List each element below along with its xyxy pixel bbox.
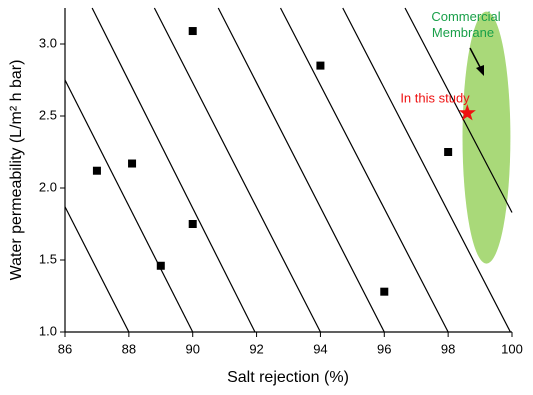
commercial-label: Commercial Membrane <box>431 9 500 40</box>
tradeoff-line <box>217 7 385 333</box>
x-tick-label: 88 <box>122 341 136 356</box>
y-axis-label: Water permeability (L/m² h bar) <box>8 60 25 281</box>
tradeoff-line <box>64 79 194 333</box>
tradeoff-line <box>64 206 130 333</box>
tradeoff-line <box>342 7 511 333</box>
point <box>444 148 453 156</box>
arrow <box>469 47 482 70</box>
y-tick-label: 3.0 <box>39 35 57 50</box>
point <box>188 27 197 36</box>
x-tick-label: 100 <box>501 341 523 356</box>
arrow-head <box>476 65 484 76</box>
x-axis-label: Salt rejection (%) <box>227 369 349 386</box>
y-tick-label: 2.5 <box>39 107 57 122</box>
x-tick-label: 94 <box>313 341 327 356</box>
y-tick-label: 1.0 <box>39 323 57 338</box>
point <box>316 61 325 70</box>
tradeoff-line <box>279 7 449 333</box>
point <box>188 220 197 228</box>
y-tick-label: 2.0 <box>39 179 57 194</box>
x-tick-label: 86 <box>58 341 72 356</box>
tradeoff-line <box>153 7 321 333</box>
x-tick-label: 96 <box>377 341 391 356</box>
point <box>156 261 165 270</box>
point <box>92 166 101 175</box>
x-tick-label: 98 <box>441 341 455 356</box>
tradeoff-line <box>91 7 256 333</box>
y-tick-label: 1.5 <box>39 251 57 266</box>
study-label: In this study <box>400 90 470 105</box>
x-tick-label: 90 <box>185 341 199 356</box>
commercial-region <box>462 11 511 264</box>
point <box>128 159 137 168</box>
tradeoff-line <box>404 7 513 213</box>
point <box>380 287 389 296</box>
x-tick-label: 92 <box>249 341 263 356</box>
study-point <box>458 104 476 121</box>
